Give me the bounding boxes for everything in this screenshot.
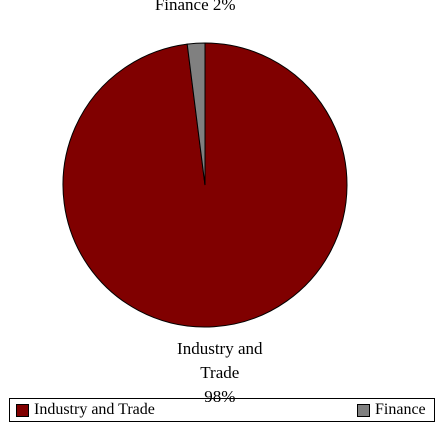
legend-label: Industry and Trade [34,401,155,418]
legend: Industry and Trade Finance [9,398,435,422]
pie-slice [186,42,206,186]
legend-swatch [16,403,29,417]
legend-item: Industry and Trade [16,401,155,419]
data-label-value: 2% [212,0,236,15]
data-label-name: Industry and Trade [177,338,263,382]
legend-item: Finance [357,401,426,419]
data-label-name: Finance [154,0,209,15]
data-label: Industry and Trade 98% [165,337,275,409]
legend-swatch [357,403,370,417]
data-label-value: 98% [204,386,236,406]
legend-label: Finance [375,401,426,418]
data-label: Finance 2% [115,0,275,17]
